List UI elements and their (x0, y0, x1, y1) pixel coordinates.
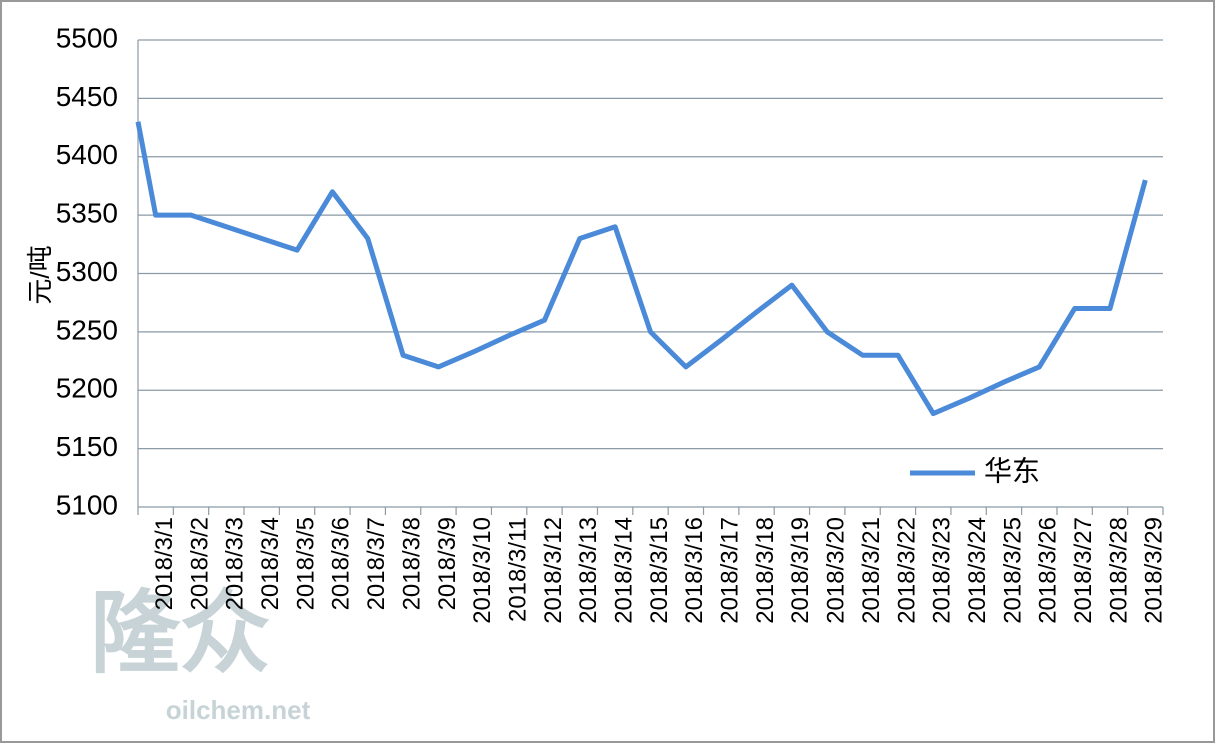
y-tick-label: 5200 (56, 373, 118, 404)
y-tick-label: 5100 (56, 489, 118, 520)
y-tick-label: 5150 (56, 431, 118, 462)
watermark-url: oilchem.net (166, 695, 311, 725)
x-tick-label: 2018/3/27 (1070, 517, 1097, 624)
x-tick-label: 2018/3/4 (257, 517, 284, 610)
x-tick-label: 2018/3/26 (1035, 517, 1062, 624)
x-tick-label: 2018/3/22 (893, 517, 920, 624)
x-tick-label: 2018/3/1 (151, 517, 178, 610)
watermark-logo: 隆众 (90, 584, 270, 684)
x-tick-label: 2018/3/9 (434, 517, 461, 610)
y-tick-label: 5450 (56, 81, 118, 112)
x-tick-label: 2018/3/29 (1141, 517, 1168, 624)
y-tick-label: 5400 (56, 139, 118, 170)
y-tick-label: 5350 (56, 198, 118, 229)
x-tick-label: 2018/3/10 (469, 517, 496, 624)
legend-label: 华东 (984, 455, 1040, 486)
x-tick-label: 2018/3/28 (1105, 517, 1132, 624)
x-tick-label: 2018/3/15 (646, 517, 673, 624)
x-tick-label: 2018/3/5 (292, 517, 319, 610)
x-tick-label: 2018/3/11 (504, 517, 531, 622)
x-tick-label: 2018/3/12 (540, 517, 567, 624)
x-tick-label: 2018/3/2 (186, 517, 213, 610)
x-tick-label: 2018/3/14 (610, 517, 637, 624)
x-tick-label: 2018/3/20 (823, 517, 850, 624)
x-tick-label: 2018/3/17 (717, 517, 744, 624)
y-axis-label: 元/吨 (25, 245, 55, 304)
x-tick-label: 2018/3/23 (929, 517, 956, 624)
x-tick-label: 2018/3/13 (575, 517, 602, 624)
x-tick-label: 2018/3/8 (398, 517, 425, 610)
x-tick-label: 2018/3/16 (681, 517, 708, 624)
y-tick-label: 5300 (56, 256, 118, 287)
x-tick-label: 2018/3/25 (999, 517, 1026, 624)
x-tick-label: 2018/3/6 (328, 517, 355, 610)
x-tick-label: 2018/3/3 (222, 517, 249, 610)
x-tick-label: 2018/3/21 (858, 517, 885, 624)
x-tick-label: 2018/3/7 (363, 517, 390, 610)
x-tick-label: 2018/3/24 (964, 517, 991, 624)
y-tick-label: 5500 (56, 22, 118, 53)
y-tick-label: 5250 (56, 314, 118, 345)
x-tick-label: 2018/3/18 (752, 517, 779, 624)
x-tick-label: 2018/3/19 (787, 517, 814, 624)
data-line (135, 121, 1148, 417)
